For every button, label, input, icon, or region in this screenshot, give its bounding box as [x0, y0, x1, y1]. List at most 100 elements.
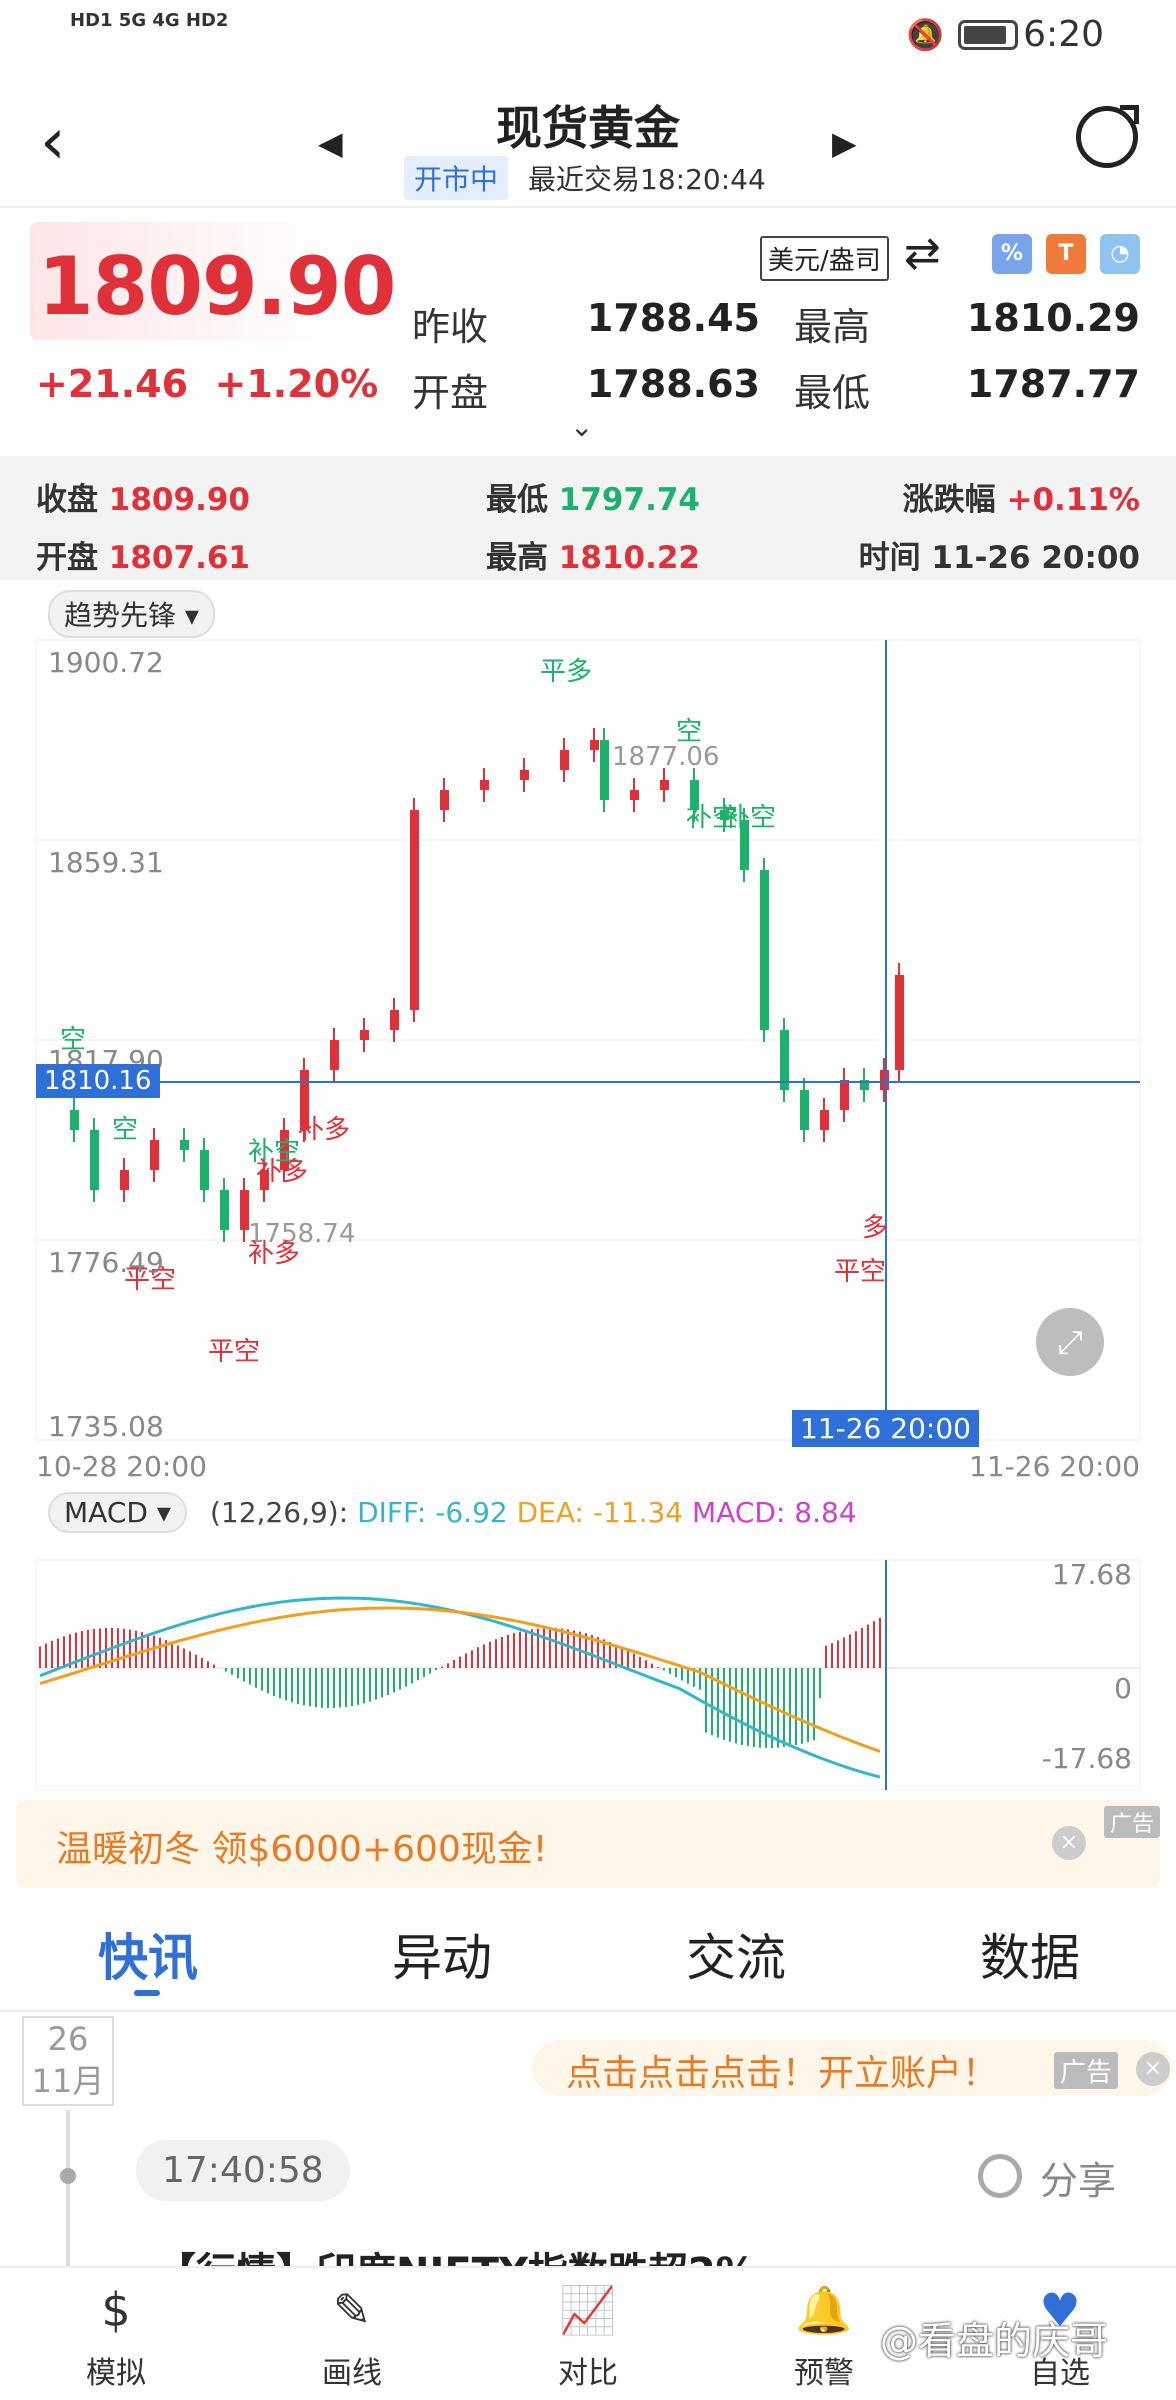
promo-banner[interactable] [16, 1800, 1160, 1888]
macd-chart[interactable] [0, 1550, 1176, 1790]
tab-movement[interactable]: 异动 [392, 1929, 492, 1987]
ad-tag-2: 广告 [1054, 2052, 1119, 2089]
macd-selector[interactable]: MACD ▾ [48, 1492, 187, 1533]
change-percent: +1.20% [214, 362, 379, 406]
next-instrument-icon[interactable]: ▶ [832, 124, 857, 162]
candle-body [600, 740, 609, 800]
x-label-start: 10-28 20:00 [36, 1450, 207, 1483]
candle-body [330, 1040, 339, 1070]
refresh-icon[interactable] [1076, 105, 1139, 168]
prev-close-label: 昨收 [412, 305, 489, 349]
tab-flash[interactable]: 快讯 [98, 1929, 198, 1987]
candle-body [800, 1090, 809, 1130]
back-icon[interactable]: ‹ [40, 105, 66, 179]
candle-body [360, 1030, 369, 1040]
tool-icon[interactable]: T [1046, 234, 1086, 274]
strip-time: 时间 11-26 20:00 [858, 540, 1140, 576]
signal-label: 补多 [256, 1157, 308, 1187]
nav-favorite[interactable]: ♥ 自选 [970, 2280, 1150, 2392]
price-highlight [30, 222, 340, 340]
candle-body [520, 770, 529, 780]
chevron-down-icon[interactable]: ⌄ [570, 410, 594, 443]
mute-icon: 🔕 [906, 18, 944, 53]
high-value: 1810.29 [966, 296, 1140, 340]
strip-close: 收盘 1809.90 [36, 482, 250, 518]
last-trade-time: 最近交易18:20:44 [528, 163, 766, 196]
open-value: 1788.63 [586, 362, 760, 406]
candle-body [895, 975, 904, 1070]
page-title: 现货黄金 [496, 101, 680, 155]
divider [0, 206, 1176, 208]
alert-icon: 🔔 [795, 2283, 853, 2337]
y-label-1: 1900.72 [48, 646, 164, 679]
candle-body [90, 1130, 99, 1190]
share-button[interactable]: 分享 [1040, 2159, 1117, 2203]
y-label-4: 1776.49 [48, 1246, 164, 1279]
nav-draw[interactable]: ✎ 画线 [262, 2280, 442, 2392]
candle-body [200, 1150, 209, 1190]
price-change: +21.46 +1.20% [36, 362, 378, 406]
compare-icon: 📈 [559, 2283, 617, 2337]
nav-simulate[interactable]: $ 模拟 [26, 2280, 206, 2392]
unit-selector[interactable]: 美元/盎司 [760, 236, 889, 281]
nav-alert[interactable]: 🔔 预警 [734, 2280, 914, 2392]
candle-body [560, 750, 569, 770]
strip-high: 最高 1810.22 [486, 540, 700, 576]
indicator-selector[interactable]: 趋势先锋 ▾ [48, 590, 215, 638]
nav-compare[interactable]: 📈 对比 [498, 2280, 678, 2392]
active-tab-indicator [134, 1990, 160, 1996]
macd-y-top: 17.68 [1051, 1558, 1132, 1591]
close-ad-icon[interactable]: × [1052, 1826, 1086, 1860]
draw-icon: ✎ [332, 2283, 372, 2337]
high-label: 最高 [794, 305, 871, 349]
y-label-2: 1859.31 [48, 846, 164, 879]
max-label: 1877.06 [612, 742, 720, 772]
close-ad2-icon[interactable]: × [1136, 2052, 1170, 2086]
candle-body [880, 1070, 889, 1090]
candle-body [240, 1190, 249, 1230]
current-price: 1809.90 [38, 240, 396, 333]
prev-close-value: 1788.45 [586, 296, 760, 340]
expand-icon[interactable]: ⤢ [1036, 1308, 1104, 1376]
candle-body [480, 780, 489, 790]
candle-body [70, 1110, 79, 1130]
news-time: 17:40:58 [136, 2140, 350, 2201]
crosshair-price-tag: 1810.16 [36, 1064, 160, 1098]
change-value: +21.46 [36, 362, 189, 406]
timeline [66, 2110, 70, 2270]
swap-icon[interactable]: ⇄ [904, 228, 941, 279]
open-account-text[interactable]: 点击点击点击！开立账户！ [566, 2053, 999, 2094]
signal-label: 平空 [124, 1265, 176, 1295]
candle-body [590, 740, 599, 750]
percent-icon[interactable]: % [992, 234, 1032, 274]
strip-pct: 涨跌幅 +0.11% [902, 482, 1140, 518]
signal-label: 补空 [686, 803, 738, 833]
candle-body [740, 820, 749, 870]
prev-instrument-icon[interactable]: ◀ [318, 124, 343, 162]
candle-body [300, 1070, 309, 1130]
tab-data[interactable]: 数据 [980, 1929, 1080, 1987]
candle-body [720, 810, 729, 820]
x-label-end: 11-26 20:00 [969, 1450, 1140, 1483]
candle-body [120, 1170, 129, 1190]
low-value: 1787.77 [966, 362, 1140, 406]
candle-body [630, 790, 639, 800]
low-label: 最低 [794, 371, 871, 415]
tab-discussion[interactable]: 交流 [686, 1929, 786, 1987]
signal-label: 平空 [208, 1337, 260, 1367]
signal-label: 补空 [724, 803, 776, 833]
candle-body [660, 780, 669, 790]
promo-text[interactable]: 温暖初冬 领$6000+600现金! [56, 1829, 548, 1870]
share-icon[interactable] [978, 2154, 1022, 2198]
ad-tag: 广告 [1104, 1806, 1161, 1838]
candle-body [840, 1080, 849, 1110]
favorite-icon: ♥ [1039, 2283, 1081, 2337]
signal-label: 平多 [540, 657, 592, 687]
pie-icon[interactable]: ◔ [1100, 234, 1140, 274]
min-label: 1758.74 [248, 1219, 356, 1249]
macd-y-mid: 0 [1114, 1672, 1132, 1705]
candle-body [280, 1130, 289, 1170]
divider [0, 2010, 1176, 2012]
news-headline[interactable]: 【行情】印度NIFTY指数跌超2% [156, 2240, 756, 2270]
